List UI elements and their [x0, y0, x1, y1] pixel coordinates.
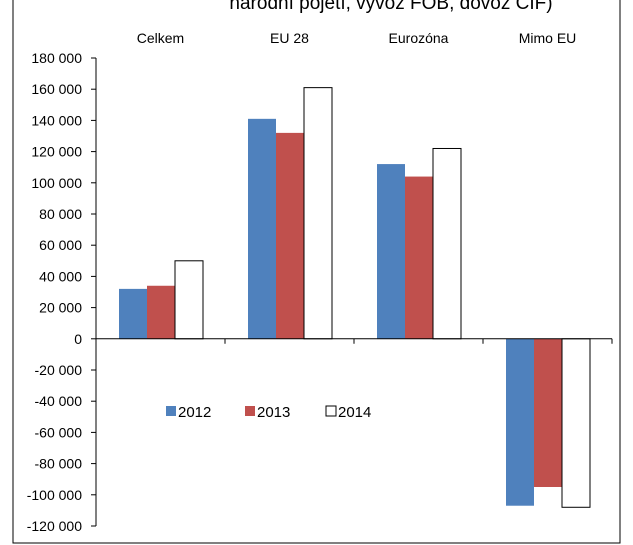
bar-2012-2 — [377, 164, 405, 339]
y-tick-label: 0 — [74, 331, 82, 347]
legend-swatch-2012 — [166, 406, 176, 416]
legend-label: 2014 — [338, 404, 371, 421]
bar-2012-0 — [119, 288, 147, 339]
bar-2013-3 — [534, 338, 562, 487]
bar-2012-3 — [506, 338, 534, 506]
bar-2014-0 — [174, 260, 204, 340]
bar-2014-1 — [303, 87, 333, 340]
legend-swatch-2014 — [325, 405, 337, 417]
bar-2013-0 — [147, 285, 175, 339]
y-tick-label: -80 000 — [35, 456, 83, 472]
y-tick-label: 80 000 — [39, 206, 82, 222]
y-tick-label: -20 000 — [35, 362, 83, 378]
y-tick-label: 40 000 — [39, 268, 82, 284]
bar-2014-3 — [561, 338, 591, 508]
chart-title: národní pojetí, vývoz FOB, dovoz CIF) — [229, 0, 552, 14]
plot-area: 180 000 160 000 140 000 120 000 100 000 80 00… — [27, 30, 613, 534]
bar-2013-2 — [405, 176, 433, 339]
category-label: Mimo EU — [519, 30, 577, 46]
y-tick-label: 100 000 — [31, 175, 82, 191]
legend-label: 2012 — [178, 404, 211, 421]
category-label: Celkem — [137, 30, 184, 46]
y-tick-label: -120 000 — [27, 518, 82, 534]
legend-label: 2013 — [257, 404, 290, 421]
y-tick-label: 160 000 — [31, 81, 82, 97]
y-tick-label: 60 000 — [39, 237, 82, 253]
y-tick-label: -100 000 — [27, 487, 82, 503]
y-tick-label: 20 000 — [39, 300, 82, 316]
legend-swatch-2013 — [245, 406, 255, 416]
y-tick-label: 120 000 — [31, 144, 82, 160]
y-tick-label: 140 000 — [31, 112, 82, 128]
y-tick-label: -60 000 — [35, 424, 83, 440]
bar-2012-1 — [248, 118, 276, 339]
bar-2014-2 — [432, 147, 462, 340]
y-tick-label: -40 000 — [35, 393, 83, 409]
y-tick-label: 180 000 — [31, 50, 82, 66]
category-label: EU 28 — [270, 30, 309, 46]
bar-2013-1 — [276, 132, 304, 339]
category-label: Eurozóna — [389, 30, 449, 46]
chart-border — [12, 0, 621, 544]
